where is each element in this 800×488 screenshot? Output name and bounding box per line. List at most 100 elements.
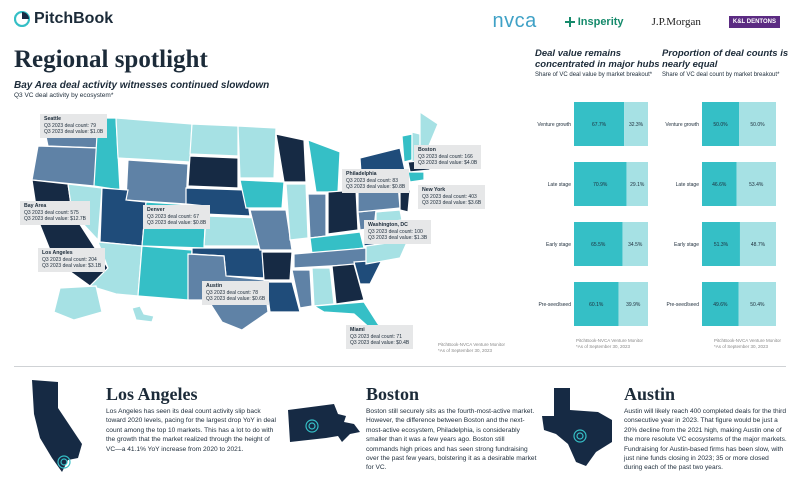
dentons-logo: K&L DENTONS [728,15,780,28]
section-divider [14,366,786,367]
callout-bay-area: Bay Area Q3 2023 deal count: 575 Q3 2023… [20,201,90,225]
state-maine [419,110,439,149]
data-label: 50.0% [750,122,765,128]
state-mississippi [291,269,313,309]
state-hawaii [131,305,155,323]
state-wisconsin [275,133,307,183]
callout-city: Boston [418,147,436,153]
state-georgia [331,263,365,305]
chart-1-title: Deal value remains concentrated in major… [535,48,660,70]
callout-count: Q3 2023 deal count: 166 [418,153,473,160]
bar-segment [622,222,648,266]
callout-value: Q3 2023 deal value: $3.1B [42,263,102,269]
state-minnesota [237,125,277,179]
callout-city: Seattle [44,116,62,122]
callout-count: Q3 2023 deal count: 67 [147,213,199,220]
bar-segment [626,162,648,206]
callout-city: Bay Area [24,203,47,209]
data-label: 32.3% [629,122,644,128]
callout-count: Q3 2023 deal count: 71 [350,333,402,340]
callout-value: Q3 2023 deal value: $3.6B [422,200,482,206]
data-label: 67.7% [592,122,607,128]
category-label: Early stage [546,242,571,248]
chart-2-header: Proportion of deal counts is nearly equa… [662,48,790,80]
bar-segment [702,162,737,206]
us-choropleth-map [31,110,439,330]
jpmorgan-logo: J.P.Morgan [651,15,701,28]
callout-new-york: New York Q3 2023 deal count: 403 Q3 2023… [418,185,486,209]
chart-source-line: *As of September 30, 2023 [714,344,769,349]
insperity-logo: Insperity [564,16,624,28]
state-michigan [307,139,341,193]
california-silhouette-icon [32,380,82,472]
chart-2-source: PitchBook-NVCA Venture Monitor *As of Se… [714,338,781,350]
data-label: 34.5% [628,242,643,248]
bar-segment [702,102,739,146]
sponsor-logos: nvca Insperity J.P.Morgan K&L DENTONS [492,10,780,33]
data-label: 48.7% [751,242,766,248]
state-florida [312,301,387,330]
bar-segment [624,102,648,146]
spotlight-austin-title: Austin [624,384,676,404]
page-title: Regional spotlight [14,46,208,73]
callout-city: Los Angeles [42,250,73,256]
callout-city: Washington, DC [368,222,408,228]
callout-philadelphia: Philadelphia Q3 2023 deal count: 83 Q3 2… [342,169,410,193]
bar-segment [618,282,648,326]
spotlight-austin-text: Austin will likely reach 400 completed d… [624,408,787,472]
data-label: 53.4% [749,182,764,188]
bar-segment [736,162,776,206]
spotlight-la-title: Los Angeles [106,384,198,404]
spotlight-boston-title: Boston [366,384,420,404]
state-ohio [327,189,359,235]
chart-source-line: *As of September 30, 2023 [576,344,631,349]
state-indiana [307,193,327,239]
callout-city: New York [422,187,446,193]
callout-value: Q3 2023 deal value: $0.4B [350,340,410,346]
callout-austin: Austin Q3 2023 deal count: 78 Q3 2023 de… [202,281,270,305]
callout-value: Q3 2023 deal value: $0.6B [206,296,266,302]
callout-value: Q3 2023 deal value: $1.3B [368,235,428,241]
callout-city: Denver [147,207,165,213]
callout-denver: Denver Q3 2023 deal count: 67 Q3 2023 de… [143,205,211,229]
map-source-line: *As of September 30, 2023 [438,348,493,353]
callout-city: Philadelphia [346,171,377,177]
state-connecticut [407,171,425,183]
callout-value: Q3 2023 deal value: $1.0B [44,129,104,135]
data-label: 51.3% [714,242,729,248]
state-south-dakota [187,155,239,189]
bar-segment [574,222,623,266]
callout-value: Q3 2023 deal value: $0.8B [346,184,406,190]
data-label: 50.4% [750,302,765,308]
bar-segment [574,162,627,206]
bar-segment [702,282,739,326]
callout-los-angeles: Los Angeles Q3 2023 deal count: 204 Q3 2… [38,248,106,272]
category-label: Venture growth [537,122,571,128]
chart-source-line: PitchBook-NVCA Venture Monitor [714,338,782,343]
data-label: 70.9% [593,182,608,188]
callout-count: Q3 2023 deal count: 403 [422,193,477,200]
callout-count: Q3 2023 deal count: 79 [44,122,96,129]
callout-seattle: Seattle Q3 2023 deal count: 79 Q3 2023 d… [40,114,108,138]
category-label: Pre-seed/seed [666,302,699,308]
map-source: PitchBook-NVCA Venture Monitor *As of Se… [438,342,505,354]
state-kansas [203,215,261,247]
bar-segment [739,222,776,266]
callout-count: Q3 2023 deal count: 575 [24,209,79,216]
state-vermont [401,133,413,163]
data-label: 50.0% [713,122,728,128]
callout-boston: Boston Q3 2023 deal count: 166 Q3 2023 d… [414,145,482,169]
callout-count: Q3 2023 deal count: 78 [206,289,258,296]
chart-2-subtitle: Share of VC deal count by market breakou… [662,72,780,78]
state-alabama [311,267,335,307]
bar-segment [574,102,625,146]
callout-value: Q3 2023 deal value: $0.8B [147,220,207,226]
callout-value: Q3 2023 deal value: $4.0B [418,160,478,166]
chart-source-line: PitchBook-NVCA Venture Monitor [576,338,644,343]
state-new-jersey [399,189,411,213]
state-iowa [239,179,285,209]
chart-1-header: Deal value remains concentrated in major… [535,48,663,80]
map-subtitle: Bay Area deal activity witnesses continu… [14,80,270,91]
bar-segment [574,282,619,326]
pitchbook-logo: PitchBook [14,10,113,28]
